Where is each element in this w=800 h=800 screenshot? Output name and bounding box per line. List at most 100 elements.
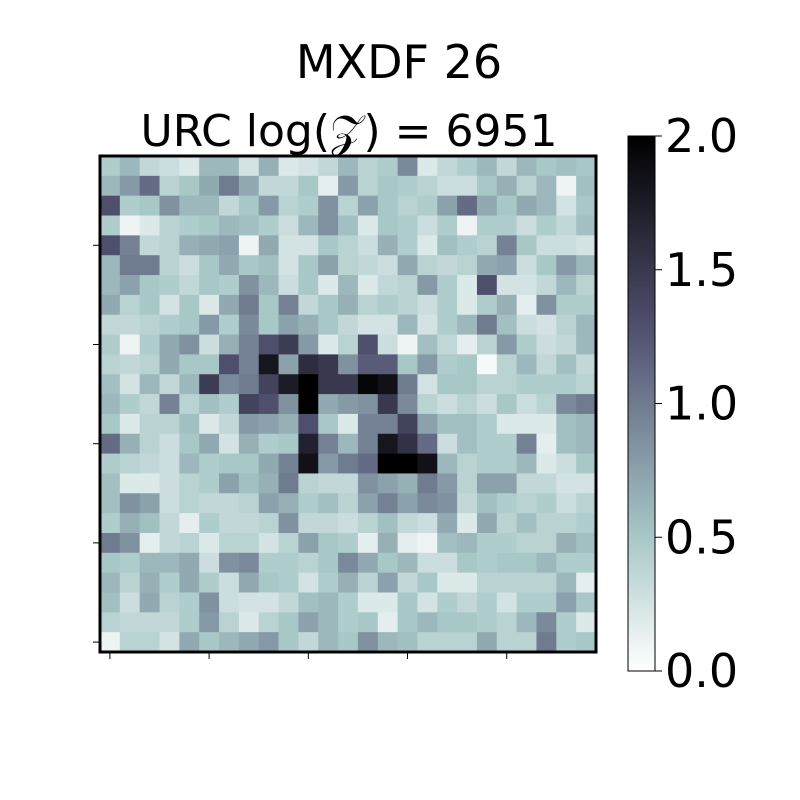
heatmap-cell <box>199 275 220 296</box>
heatmap-cell <box>278 374 299 395</box>
heatmap-cell <box>219 453 240 474</box>
heatmap-cell <box>457 413 478 435</box>
heatmap-cell <box>219 473 240 494</box>
heatmap-cell <box>219 612 240 633</box>
heatmap-cell <box>377 612 399 633</box>
heatmap-cell <box>437 215 458 236</box>
heatmap-cell <box>199 493 220 514</box>
heatmap-cell <box>357 195 379 217</box>
heatmap-cell <box>457 513 478 534</box>
heatmap-cell <box>576 572 597 593</box>
heatmap-cell <box>397 354 418 375</box>
heatmap-cell <box>496 612 518 633</box>
heatmap-cell <box>576 453 597 474</box>
heatmap-cell <box>298 453 319 474</box>
heatmap-cell <box>318 612 339 633</box>
heatmap-cell <box>159 294 180 316</box>
heatmap-cell <box>476 413 498 435</box>
heatmap-cell <box>179 374 200 395</box>
heatmap-cell <box>397 493 418 514</box>
heatmap-cell <box>496 195 518 217</box>
heatmap-cell <box>219 275 240 296</box>
heatmap-cell <box>278 275 299 296</box>
heatmap-cell <box>576 394 597 415</box>
heatmap-cell <box>516 473 537 494</box>
heatmap-cell <box>536 275 557 296</box>
heatmap-cell <box>298 433 319 455</box>
heatmap-cell <box>159 572 180 593</box>
colorbar-tick-label: 0.0 <box>665 644 738 698</box>
heatmap-cell <box>258 354 280 375</box>
heatmap-cell <box>219 433 240 455</box>
heatmap-cell <box>119 493 141 514</box>
heatmap-cell <box>179 592 200 613</box>
heatmap-cell <box>139 354 161 375</box>
heatmap-cell <box>377 175 399 197</box>
heatmap-cell <box>377 493 399 514</box>
heatmap-cell <box>318 513 339 534</box>
heatmap-cell <box>238 374 260 395</box>
heatmap-cell <box>496 413 518 435</box>
heatmap-cell <box>417 493 438 514</box>
heatmap-cell <box>397 394 418 415</box>
heatmap-cell <box>576 314 597 336</box>
heatmap-cell <box>199 354 220 375</box>
heatmap-cell <box>536 592 557 613</box>
heatmap-cell <box>199 612 220 633</box>
heatmap-cell <box>377 453 399 474</box>
heatmap-cell <box>556 493 577 514</box>
heatmap-cell <box>357 354 379 375</box>
heatmap-cell <box>238 413 260 435</box>
heatmap-cell <box>397 255 418 276</box>
heatmap-cell <box>496 354 518 375</box>
heatmap-cell <box>516 314 537 336</box>
heatmap-cell <box>258 532 280 554</box>
heatmap-cell <box>298 195 319 217</box>
heatmap-cell <box>278 215 299 236</box>
heatmap-cell <box>516 413 537 435</box>
heatmap-cell <box>576 354 597 375</box>
heatmap-cell <box>357 255 379 276</box>
heatmap-cell <box>258 513 280 534</box>
heatmap-cell <box>159 156 180 177</box>
heatmap-cell <box>238 552 260 574</box>
heatmap-cell <box>179 413 200 435</box>
heatmap-cell <box>119 215 141 236</box>
heatmap-cell <box>357 394 379 415</box>
heatmap-cell <box>556 552 577 574</box>
heatmap-cell <box>159 394 180 415</box>
heatmap-cell <box>139 255 161 276</box>
heatmap-cell <box>298 374 319 395</box>
colorbar-tick-label: 0.5 <box>665 510 738 564</box>
heatmap-cell <box>357 334 379 355</box>
heatmap-cell <box>437 195 458 217</box>
heatmap-cell <box>357 532 379 554</box>
heatmap-cell <box>556 473 577 494</box>
heatmap-cell <box>338 374 359 395</box>
heatmap-cell <box>516 215 537 236</box>
heatmap-cell <box>417 175 438 197</box>
heatmap-cell <box>457 592 478 613</box>
heatmap-cell <box>139 156 161 177</box>
heatmap-cell <box>159 413 180 435</box>
heatmap-cell <box>318 255 339 276</box>
heatmap-cell <box>298 215 319 236</box>
heatmap-cell <box>536 156 557 177</box>
heatmap-cell <box>159 334 180 355</box>
heatmap-cell <box>100 413 121 435</box>
heatmap-cell <box>179 532 200 554</box>
heatmap-cell <box>457 354 478 375</box>
heatmap-cell <box>100 493 121 514</box>
heatmap-cell <box>516 156 537 177</box>
heatmap-cell <box>139 572 161 593</box>
heatmap-cell <box>417 275 438 296</box>
heatmap-cell <box>536 374 557 395</box>
heatmap-cell <box>238 632 260 653</box>
heatmap-cell <box>476 612 498 633</box>
heatmap-cell <box>496 374 518 395</box>
heatmap-cell <box>536 473 557 494</box>
heatmap-cell <box>139 195 161 217</box>
heatmap-cell <box>219 195 240 217</box>
heatmap-cell <box>576 632 597 653</box>
heatmap-cell <box>278 413 299 435</box>
